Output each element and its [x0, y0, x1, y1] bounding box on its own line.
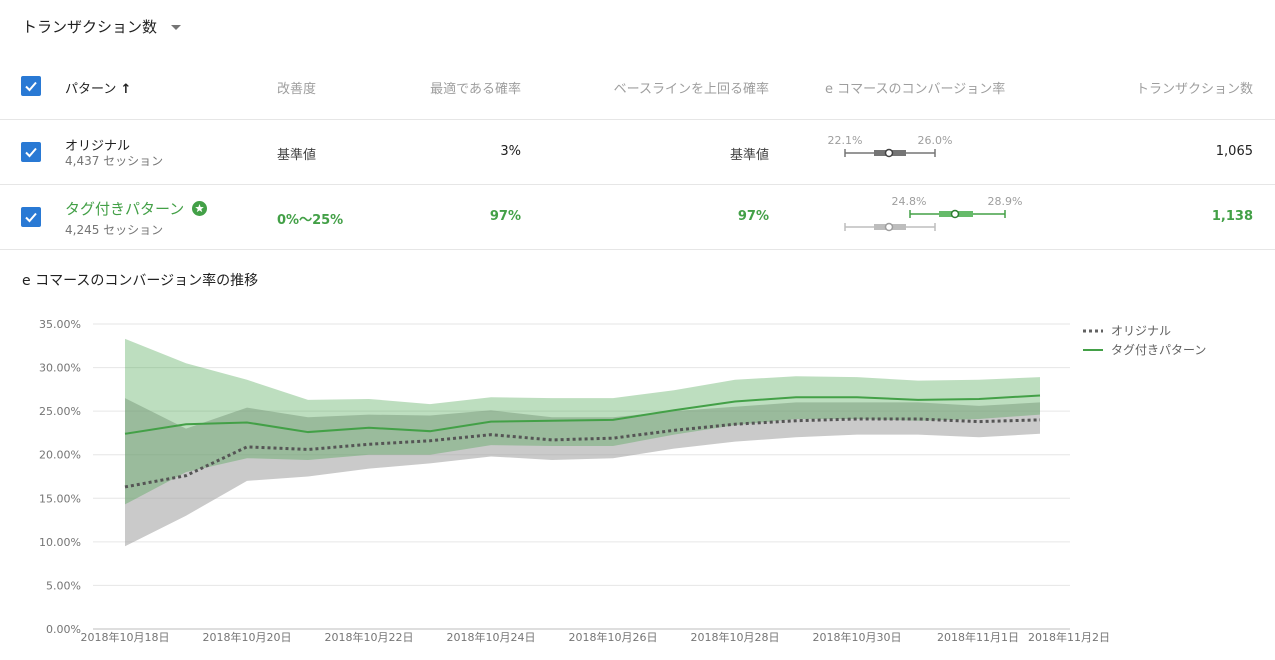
ci-low-label: 24.8% [892, 195, 927, 208]
tagged-checkbox[interactable] [21, 207, 41, 227]
prob-best-value: 3% [500, 144, 521, 159]
variant-name[interactable]: タグ付きパターン [65, 200, 185, 218]
y-tick-label: 20.00% [39, 449, 81, 462]
header-transactions[interactable]: トランザクション数 [1135, 82, 1253, 97]
variant-sessions: 4,245 セッション [65, 223, 164, 237]
sort-arrow-up-icon: ↑ [120, 82, 132, 97]
ci-high-label: 28.9% [988, 195, 1023, 208]
x-tick-label: 2018年10月28日 [691, 630, 780, 644]
y-tick-label: 10.00% [39, 536, 81, 549]
ci-point [950, 209, 960, 219]
original-checkbox[interactable] [21, 142, 41, 162]
transactions-value: 1,065 [1215, 144, 1253, 159]
variant-sessions: 4,437 セッション [65, 154, 164, 168]
improvement-value: 0%〜25% [277, 213, 344, 228]
legend-label: タグ付きパターン [1111, 343, 1207, 357]
legend-solid-line-icon [1083, 348, 1103, 351]
tagged-confidence-band [125, 338, 1040, 505]
ci-bar-original: 22.1% 26.0% [828, 134, 953, 158]
y-tick-label: 25.00% [39, 405, 81, 418]
y-tick-label: 15.00% [39, 492, 81, 505]
ci-low-label: 22.1% [828, 134, 863, 147]
metric-selector-label: トランザクション数 [22, 18, 158, 36]
ci-bar-tagged: 24.8% 28.9% [844, 195, 1023, 232]
x-tick-label: 2018年10月26日 [569, 630, 658, 644]
y-tick-label: 35.00% [39, 318, 81, 331]
row-divider [0, 119, 1275, 120]
header-ecommerce-cr[interactable]: e コマースのコンバージョン率 [825, 82, 1006, 97]
checkmark-icon [25, 81, 37, 92]
row-divider [0, 249, 1275, 250]
header-prob-best[interactable]: 最適である確率 [430, 82, 521, 97]
original-confidence-band [125, 398, 1040, 547]
header-improvement[interactable]: 改善度 [277, 82, 317, 97]
x-tick-label: 2018年10月20日 [203, 630, 292, 644]
y-tick-label: 5.00% [46, 579, 81, 592]
header-pattern[interactable]: パターン ↑ [65, 78, 131, 97]
ci-point [884, 148, 894, 158]
x-tick-label: 2018年10月22日 [325, 630, 414, 644]
x-tick-label: 2018年11月1日 [937, 630, 1019, 644]
ci-high-label: 26.0% [918, 134, 953, 147]
winner-star-icon [192, 201, 208, 216]
x-tick-label: 2018年10月30日 [813, 630, 902, 644]
variant-name[interactable]: オリジナル [65, 139, 131, 154]
prob-beat-baseline-value: 基準値 [729, 148, 769, 163]
chart-title: e コマースのコンバージョン率の推移 [22, 273, 259, 289]
x-tick-label: 2018年10月18日 [81, 630, 170, 644]
transactions-value: 1,138 [1211, 209, 1253, 224]
dropdown-caret-icon [171, 25, 182, 30]
tagged-series-line [124, 394, 1041, 435]
legend-dotted-line-icon [1083, 329, 1103, 332]
prob-beat-baseline-value: 97% [737, 209, 769, 224]
row-divider [0, 184, 1275, 185]
header-pattern-label: パターン [65, 82, 117, 97]
prob-best-value: 97% [489, 209, 521, 224]
legend-tagged[interactable]: タグ付きパターン [1083, 341, 1206, 358]
conversion-rate-chart: 0.00% 5.00% 10.00% 15.00% 20.00% 25.00% 30.00%… [39, 318, 1110, 644]
improvement-value: 基準値 [277, 148, 317, 163]
legend-label: オリジナル [1111, 324, 1172, 338]
checkmark-icon [25, 212, 37, 223]
legend-original[interactable]: オリジナル [1083, 322, 1171, 339]
y-tick-label: 30.00% [39, 362, 81, 375]
y-tick-label: 0.00% [46, 623, 81, 636]
metric-selector[interactable]: トランザクション数 [22, 16, 182, 37]
select-all-checkbox[interactable] [21, 76, 41, 96]
checkmark-icon [25, 147, 37, 158]
x-tick-label: 2018年10月24日 [447, 630, 536, 644]
x-tick-label: 2018年11月2日 [1028, 630, 1110, 644]
header-prob-beat-baseline[interactable]: ベースラインを上回る確率 [613, 82, 769, 97]
